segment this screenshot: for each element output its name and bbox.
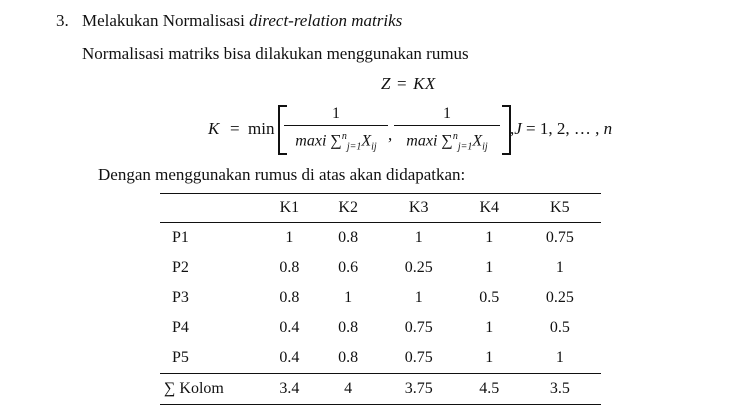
row-label: P5 xyxy=(172,349,189,366)
eq-z-left: Z xyxy=(381,74,391,93)
table-cell: 0.5 xyxy=(479,289,500,306)
fraction-2: 1 maxi ∑nj=1Xij xyxy=(394,103,500,159)
table-cell: 0.75 xyxy=(545,229,574,246)
eq-k-label: K xyxy=(208,119,220,138)
lead-text: Dengan menggunakan rumus di atas akan di… xyxy=(98,165,466,184)
fraction-1-bar xyxy=(284,125,388,126)
fraction-1-den-sup: n xyxy=(341,131,347,142)
fraction-2-den-pre: maxi ∑ xyxy=(406,132,453,150)
fraction-comma: , xyxy=(388,125,393,144)
table-cell: 1 xyxy=(485,319,494,336)
table-cell: 1 xyxy=(485,349,494,366)
table-cell: 1 xyxy=(414,229,423,246)
fraction-1-den-sub: j=1 xyxy=(346,141,362,153)
fraction-1-numerator: 1 xyxy=(332,105,340,122)
fraction-1-denominator: maxi ∑nj=1Xij xyxy=(284,126,388,159)
table-row: P4 0.4 0.8 0.75 1 0.5 xyxy=(160,313,601,343)
table-cell: 0.25 xyxy=(404,259,433,276)
eq-tail-j: J xyxy=(514,119,522,138)
table-cell: 0.25 xyxy=(545,289,574,306)
fraction-2-denominator: maxi ∑nj=1Xij xyxy=(394,126,500,159)
table-cell: 1 xyxy=(285,229,294,246)
table-cell: 0.4 xyxy=(279,319,300,336)
table-cell: 0.5 xyxy=(549,319,570,336)
row-label: P3 xyxy=(172,289,189,306)
fraction-2-den-x: X xyxy=(472,132,483,150)
fraction-1: 1 maxi ∑nj=1Xij xyxy=(284,103,388,159)
table-cell: 1 xyxy=(555,349,564,366)
section-heading: 3. Melakukan Normalisasi direct-relation … xyxy=(56,11,402,31)
table-cell: 1 xyxy=(555,259,564,276)
sum-cell: 4.5 xyxy=(479,380,500,397)
row-label: P1 xyxy=(172,229,189,246)
eq-z-right: KX xyxy=(413,74,436,93)
header-cell-k4: K4 xyxy=(479,199,500,216)
table-cell: 0.75 xyxy=(404,319,433,336)
eq-z-equals: = xyxy=(396,74,408,93)
table-row: P2 0.8 0.6 0.25 1 1 xyxy=(160,253,601,283)
table-cell: 1 xyxy=(485,259,494,276)
sum-cell: 3.5 xyxy=(549,380,570,397)
fraction-2-den-xsub: ij xyxy=(482,141,488,153)
table-cell: 0.8 xyxy=(279,259,300,276)
eq-k-equals: = xyxy=(230,119,240,138)
table-cell: 0.4 xyxy=(279,349,300,366)
table-cell: 0.8 xyxy=(338,349,359,366)
header-cell-k3: K3 xyxy=(408,199,429,216)
normalized-matrix-table: K1 K2 K3 K4 K5 P1 1 0.8 1 1 0.75 P2 0.8 … xyxy=(160,193,601,405)
table-cell: 1 xyxy=(414,289,423,306)
table-row: P1 1 0.8 1 1 0.75 xyxy=(160,223,601,254)
equation-z: Z = KX xyxy=(381,74,436,94)
table-cell: 0.8 xyxy=(338,319,359,336)
left-bracket xyxy=(278,105,287,155)
eq-k-min: min xyxy=(248,119,275,138)
fraction-2-den-sup: n xyxy=(452,131,458,142)
fraction-1-den-x: X xyxy=(361,132,372,150)
sum-cell: 4 xyxy=(344,380,353,397)
section-title: Melakukan Normalisasi xyxy=(82,11,250,30)
fraction-1-den-pre: maxi ∑ xyxy=(295,132,342,150)
section-number: 3. xyxy=(56,11,69,30)
table-row: P3 0.8 1 1 0.5 0.25 xyxy=(160,283,601,313)
fraction-2-numerator: 1 xyxy=(443,105,451,122)
eq-tail-rest: = 1, 2, … , xyxy=(521,119,604,138)
header-cell-k2: K2 xyxy=(338,199,358,216)
intro-text: Normalisasi matriks bisa dilakukan mengg… xyxy=(82,44,469,63)
sum-cell: 3.75 xyxy=(404,380,433,397)
row-label: P2 xyxy=(172,259,189,276)
table-header-row: K1 K2 K3 K4 K5 xyxy=(160,193,601,223)
sum-row-label: ∑ Kolom xyxy=(164,380,224,397)
fraction-2-bar xyxy=(394,125,500,126)
header-cell-empty xyxy=(160,194,260,223)
header-cell-k1: K1 xyxy=(279,199,300,216)
table-cell: 0.8 xyxy=(279,289,300,306)
table-cell: 0.8 xyxy=(338,229,359,246)
table-row: P5 0.4 0.8 0.75 1 1 xyxy=(160,343,601,374)
header-cell-k5: K5 xyxy=(550,199,570,216)
fraction-1-den-xsub: ij xyxy=(371,141,377,153)
table-cell: 1 xyxy=(344,289,353,306)
fraction-2-den-sub: j=1 xyxy=(457,141,473,153)
section-title-italic: direct-relation matriks xyxy=(249,11,403,30)
sum-cell: 3.4 xyxy=(279,380,300,397)
eq-tail-n: n xyxy=(603,119,613,138)
row-label: P4 xyxy=(172,319,189,336)
table-cell: 1 xyxy=(485,229,494,246)
eq-k-tail: ,J = 1, 2, … , n xyxy=(510,119,612,139)
right-bracket xyxy=(502,105,511,155)
eq-tail-comma: , xyxy=(510,119,515,138)
table-cell: 0.75 xyxy=(404,349,433,366)
table-cell: 0.6 xyxy=(338,259,359,276)
sum-row: ∑ Kolom 3.4 4 3.75 4.5 3.5 xyxy=(160,373,601,405)
